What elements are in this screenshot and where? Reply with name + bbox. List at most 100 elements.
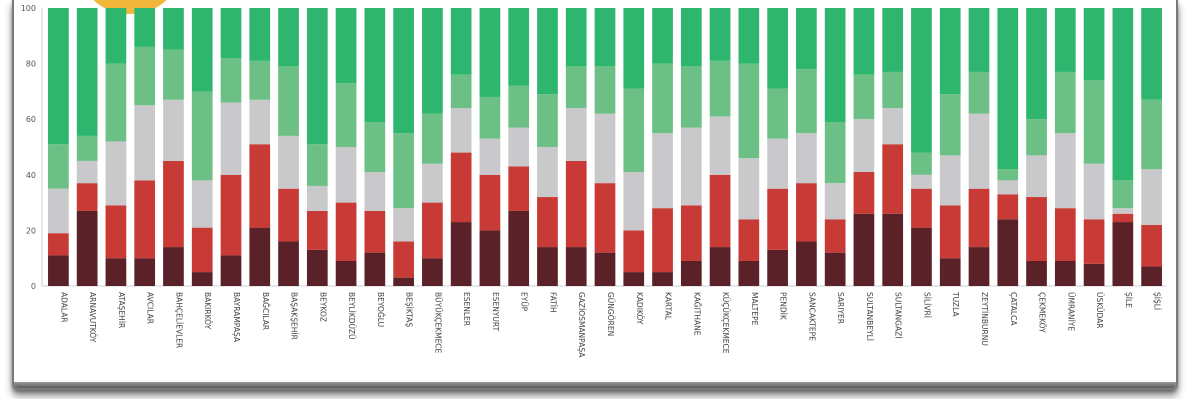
bar-segment [824,252,846,286]
bar-segment [306,8,328,145]
bar-segment [48,188,69,234]
bar-segment [163,247,184,286]
bar-segment [537,8,558,95]
bar-segment [680,8,702,67]
bar-segment [537,197,558,248]
bar-segment [853,8,875,75]
bar-segment [796,8,817,70]
bar-segment [278,135,299,189]
bar-segment [393,8,414,134]
bar-segment [134,105,156,181]
x-tick-label: ADALAR [59,292,68,323]
bar-segment [652,133,673,209]
bar-segment [364,252,386,286]
bar-segment [335,260,357,286]
bar-segment [709,8,731,61]
bar-segment [767,138,788,189]
bar-segment [393,208,414,242]
bar-segment [939,94,961,156]
y-tick-label: 80 [26,60,36,69]
bar-segment [364,210,386,253]
bar-segment [738,219,760,261]
bar-segment [76,8,98,136]
bar-segment [911,174,932,189]
bar-segment [508,8,530,86]
bar-segment [565,108,587,161]
x-tick-label: BAŞAKŞEHİR [290,292,299,340]
bar-segment [1112,208,1134,214]
bar-segment [939,155,961,206]
bar-segment [997,194,1019,220]
bar-segment [220,174,242,256]
bar-segment [882,144,904,214]
bar-segment [939,258,961,286]
bar-segment [220,102,242,175]
bar-segment [882,108,904,145]
bar-segment [393,277,414,286]
bar-segment [249,227,271,286]
x-tick-label: SULTANGAZİ [894,292,903,338]
bar-segment [594,252,616,286]
bar-segment [680,66,702,128]
bar-segment [709,174,731,248]
bar-segment [939,8,961,95]
bar-segment [249,99,271,145]
bar-segment [623,230,645,273]
bar-segment [796,69,817,134]
bar-segment [191,91,213,181]
bar-segment [1141,99,1162,170]
x-tick-label: BEYKOZ [318,292,327,322]
bar-segment [134,258,156,286]
bar-segment [393,241,414,278]
bar-segment [565,160,587,248]
frame-bottom-bar [14,382,1176,388]
bar-segment [249,8,271,61]
x-tick-label: KADIKÖY [635,292,644,325]
bar-segment [105,141,127,206]
bar-segment [306,249,328,286]
bar-segment [1054,8,1076,72]
bar-segment [422,8,443,114]
bar-segment [853,74,875,120]
bar-segment [709,247,731,286]
bar-segment [767,188,788,250]
bar-segment [652,8,673,64]
bar-segment [680,127,702,206]
bar-segment [911,152,932,175]
bar-segment [76,183,98,211]
bar-segment [968,247,990,286]
x-tick-label: ŞİŞLİ [1153,292,1162,310]
bar-segment [306,210,328,250]
bar-segment [1083,8,1105,81]
bar-segment [939,205,961,259]
bar-segment [796,183,817,242]
bar-segment [824,8,846,122]
bar-segment [997,219,1019,286]
bar-segment [1026,8,1047,120]
bar-segment [882,71,904,109]
bar-segment [335,147,357,203]
bar-segment [479,174,501,231]
bar-segment [163,99,184,161]
bar-segment [1026,260,1047,286]
bar-segment [537,147,558,198]
bar-segment [824,183,846,220]
bar-segment [422,202,443,259]
bar-segment [278,66,299,136]
y-tick-label: 0 [31,282,36,291]
y-tick-label: 60 [26,115,36,124]
bar-segment [134,46,156,106]
bar-segment [1112,213,1134,223]
bar-segment [76,160,98,184]
bar-segment [335,8,357,84]
x-tick-label: PENDİK [779,292,788,321]
bar-segment [364,8,386,122]
bar-segment [163,8,184,50]
bar-segment [623,88,645,173]
x-tick-label: TUZLA [951,291,960,317]
bar-segment [911,188,932,228]
bar-segment [1141,169,1162,225]
bar-segment [450,222,472,286]
bar-segment [335,202,357,261]
bar-segment [191,180,213,228]
